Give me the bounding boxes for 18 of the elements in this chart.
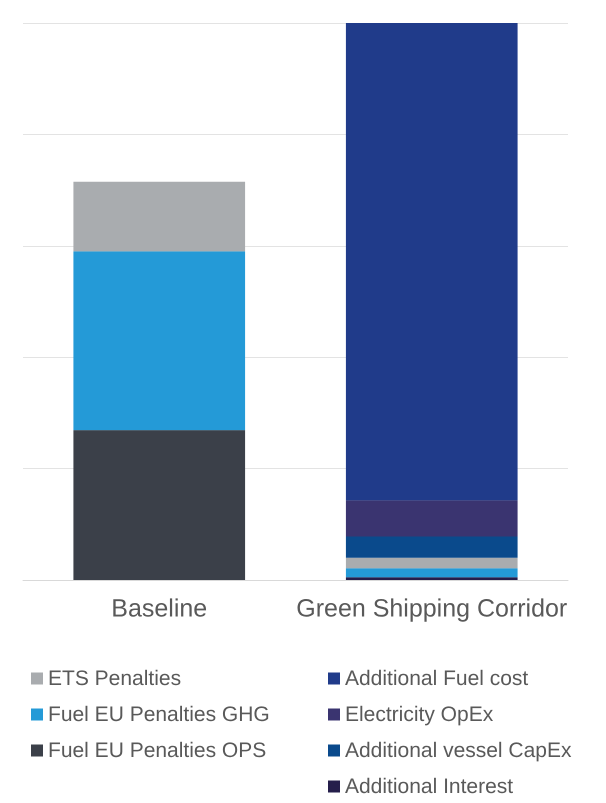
- legend-label: Additional Interest: [345, 775, 514, 798]
- bar: [73, 430, 246, 580]
- legend-label: Additional vessel CapEx: [345, 739, 572, 762]
- bar: [346, 568, 518, 578]
- x-tick-label: Green Shipping Corridor: [296, 594, 568, 622]
- legend-label: Fuel EU Penalties OPS: [48, 739, 266, 762]
- bar: [346, 558, 518, 568]
- legend-label: ETS Penalties: [48, 667, 182, 690]
- bar: [346, 536, 518, 558]
- bar: [73, 251, 246, 430]
- legend-label: Electricity OpEx: [345, 703, 494, 726]
- bar: [346, 23, 518, 500]
- bar: [346, 577, 518, 580]
- legend-label: Fuel EU Penalties GHG: [48, 703, 270, 726]
- bar: [346, 500, 518, 537]
- bar: [73, 182, 246, 252]
- x-tick-label: Baseline: [111, 594, 208, 622]
- legend-label: Additional Fuel cost: [345, 667, 528, 690]
